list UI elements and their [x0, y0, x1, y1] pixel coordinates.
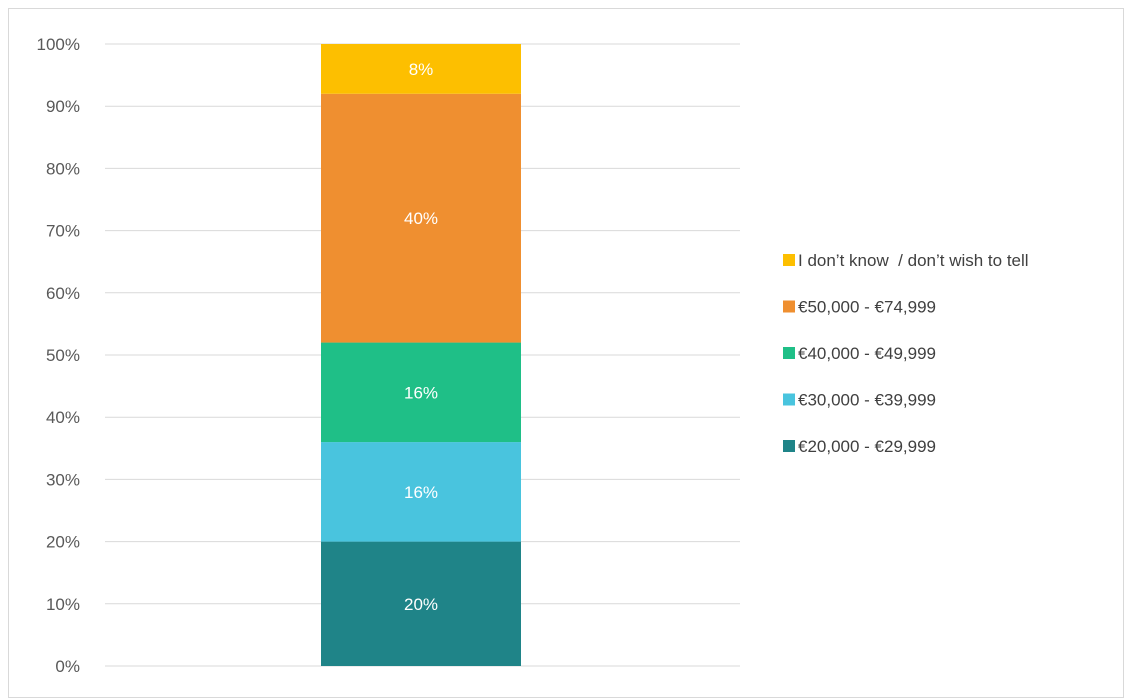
bar-segment — [321, 93, 521, 343]
legend-label: €50,000 - €74,999 — [798, 298, 936, 317]
y-tick-label: 30% — [46, 470, 80, 489]
legend-swatch — [783, 393, 795, 406]
data-label: 16% — [404, 483, 438, 502]
y-tick-label: 60% — [46, 284, 80, 303]
y-tick-label: 100% — [37, 35, 80, 54]
legend-swatch — [783, 300, 795, 313]
legend-label: €40,000 - €49,999 — [798, 344, 936, 363]
y-tick-label: 20% — [46, 533, 80, 552]
legend-label: €20,000 - €29,999 — [798, 437, 936, 456]
bar-segments — [321, 44, 521, 666]
data-labels: 20% 16% 16% 40% 8% — [404, 60, 438, 614]
y-tick-label: 70% — [46, 222, 80, 241]
y-tick-label: 0% — [55, 657, 80, 676]
y-tick-label: 10% — [46, 595, 80, 614]
bar-segment — [321, 442, 521, 542]
data-label: 16% — [404, 383, 438, 402]
bar-segment — [321, 44, 521, 94]
data-label: 40% — [404, 209, 438, 228]
data-label: 20% — [404, 595, 438, 614]
y-tick-label: 80% — [46, 159, 80, 178]
y-tick-label: 90% — [46, 97, 80, 116]
legend-label: I don’t know / don’t wish to tell — [798, 251, 1029, 270]
legend-swatch — [783, 440, 795, 452]
data-label: 8% — [409, 60, 434, 79]
bar-segment — [321, 541, 521, 666]
bar-segment — [321, 342, 521, 443]
legend-swatch — [783, 347, 795, 359]
y-tick-label: 50% — [46, 346, 80, 365]
y-axis-ticks: 0% 10% 20% 30% 40% 50% 60% 70% 80% 90% 100% — [37, 35, 80, 676]
legend: I don’t know / don’t wish to tell €50,000… — [783, 251, 1029, 456]
legend-label: €30,000 - €39,999 — [798, 391, 936, 410]
y-tick-label: 40% — [46, 408, 80, 427]
legend-swatch — [783, 254, 795, 266]
